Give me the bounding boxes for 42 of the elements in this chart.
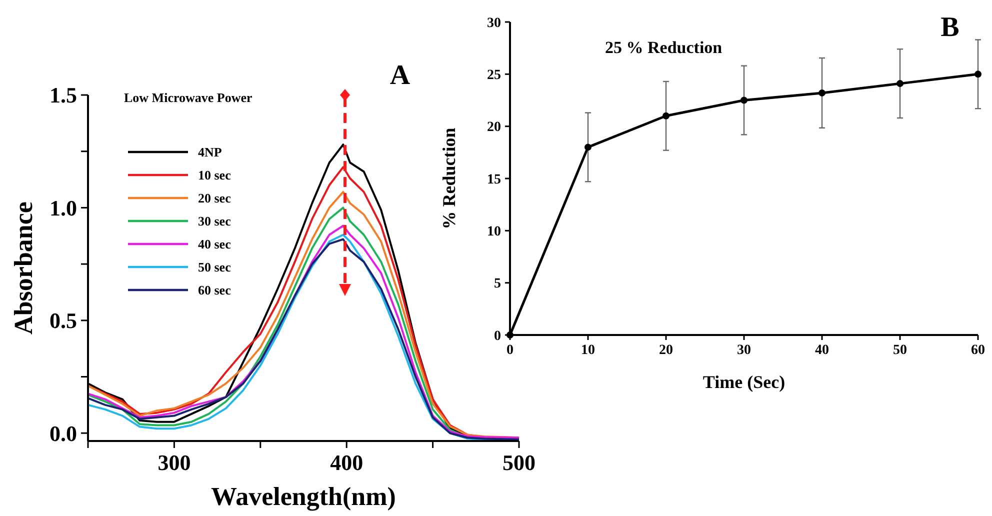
x-axis-title: Wavelength(nm) bbox=[211, 482, 396, 511]
legend-label: 30 sec bbox=[198, 214, 232, 229]
point bbox=[662, 112, 670, 120]
legend-label: 4NP bbox=[198, 144, 222, 160]
annotation: B bbox=[940, 12, 960, 43]
legend-title: Low Microwave Power bbox=[124, 90, 253, 105]
y-axis-title: % Reduction bbox=[439, 128, 459, 230]
y-tick-label: 0.0 bbox=[50, 420, 77, 446]
y-tick-label: 30 bbox=[487, 16, 501, 31]
y-tick-label: 25 bbox=[487, 68, 501, 84]
y-tick-label: 10 bbox=[487, 224, 501, 240]
x-tick-label: 10 bbox=[581, 343, 595, 358]
y-tick-label: 1.5 bbox=[50, 82, 77, 108]
y-tick-label: 20 bbox=[487, 120, 501, 136]
legend-label: 40 sec bbox=[198, 236, 232, 252]
x-axis-title: Time (Sec) bbox=[702, 372, 786, 392]
text: A bbox=[390, 60, 411, 91]
x-tick-label: 0 bbox=[506, 343, 514, 358]
x-tick-label: 400 bbox=[330, 450, 364, 475]
point bbox=[584, 144, 592, 151]
point bbox=[896, 80, 904, 88]
legend-label: 20 sec bbox=[198, 190, 232, 206]
y-axis-title: Absorbance bbox=[9, 202, 38, 334]
point bbox=[740, 96, 748, 104]
point bbox=[974, 70, 982, 78]
y-tick-label: 1.0 bbox=[50, 195, 77, 220]
annotation: 25 % Reduction bbox=[605, 38, 723, 57]
x-tick-label: 40 bbox=[815, 343, 829, 358]
legend-label: 60 sec bbox=[198, 282, 232, 298]
legend-label: 10 sec bbox=[198, 168, 232, 183]
x-tick-label: 300 bbox=[158, 450, 191, 475]
point bbox=[818, 89, 826, 96]
x-tick-label: 30 bbox=[737, 343, 751, 358]
y-tick-label: 5 bbox=[494, 276, 501, 292]
x-tick-label: 500 bbox=[502, 450, 536, 475]
x-tick-label: 60 bbox=[971, 343, 985, 358]
y-tick-label: 15 bbox=[487, 172, 501, 188]
x-tick-label: 20 bbox=[659, 343, 673, 358]
y-tick-label: 0 bbox=[494, 328, 501, 344]
y-tick-label: 0.5 bbox=[50, 308, 77, 334]
x-tick-label: 50 bbox=[893, 343, 907, 358]
legend-label: 50 sec bbox=[198, 260, 232, 275]
